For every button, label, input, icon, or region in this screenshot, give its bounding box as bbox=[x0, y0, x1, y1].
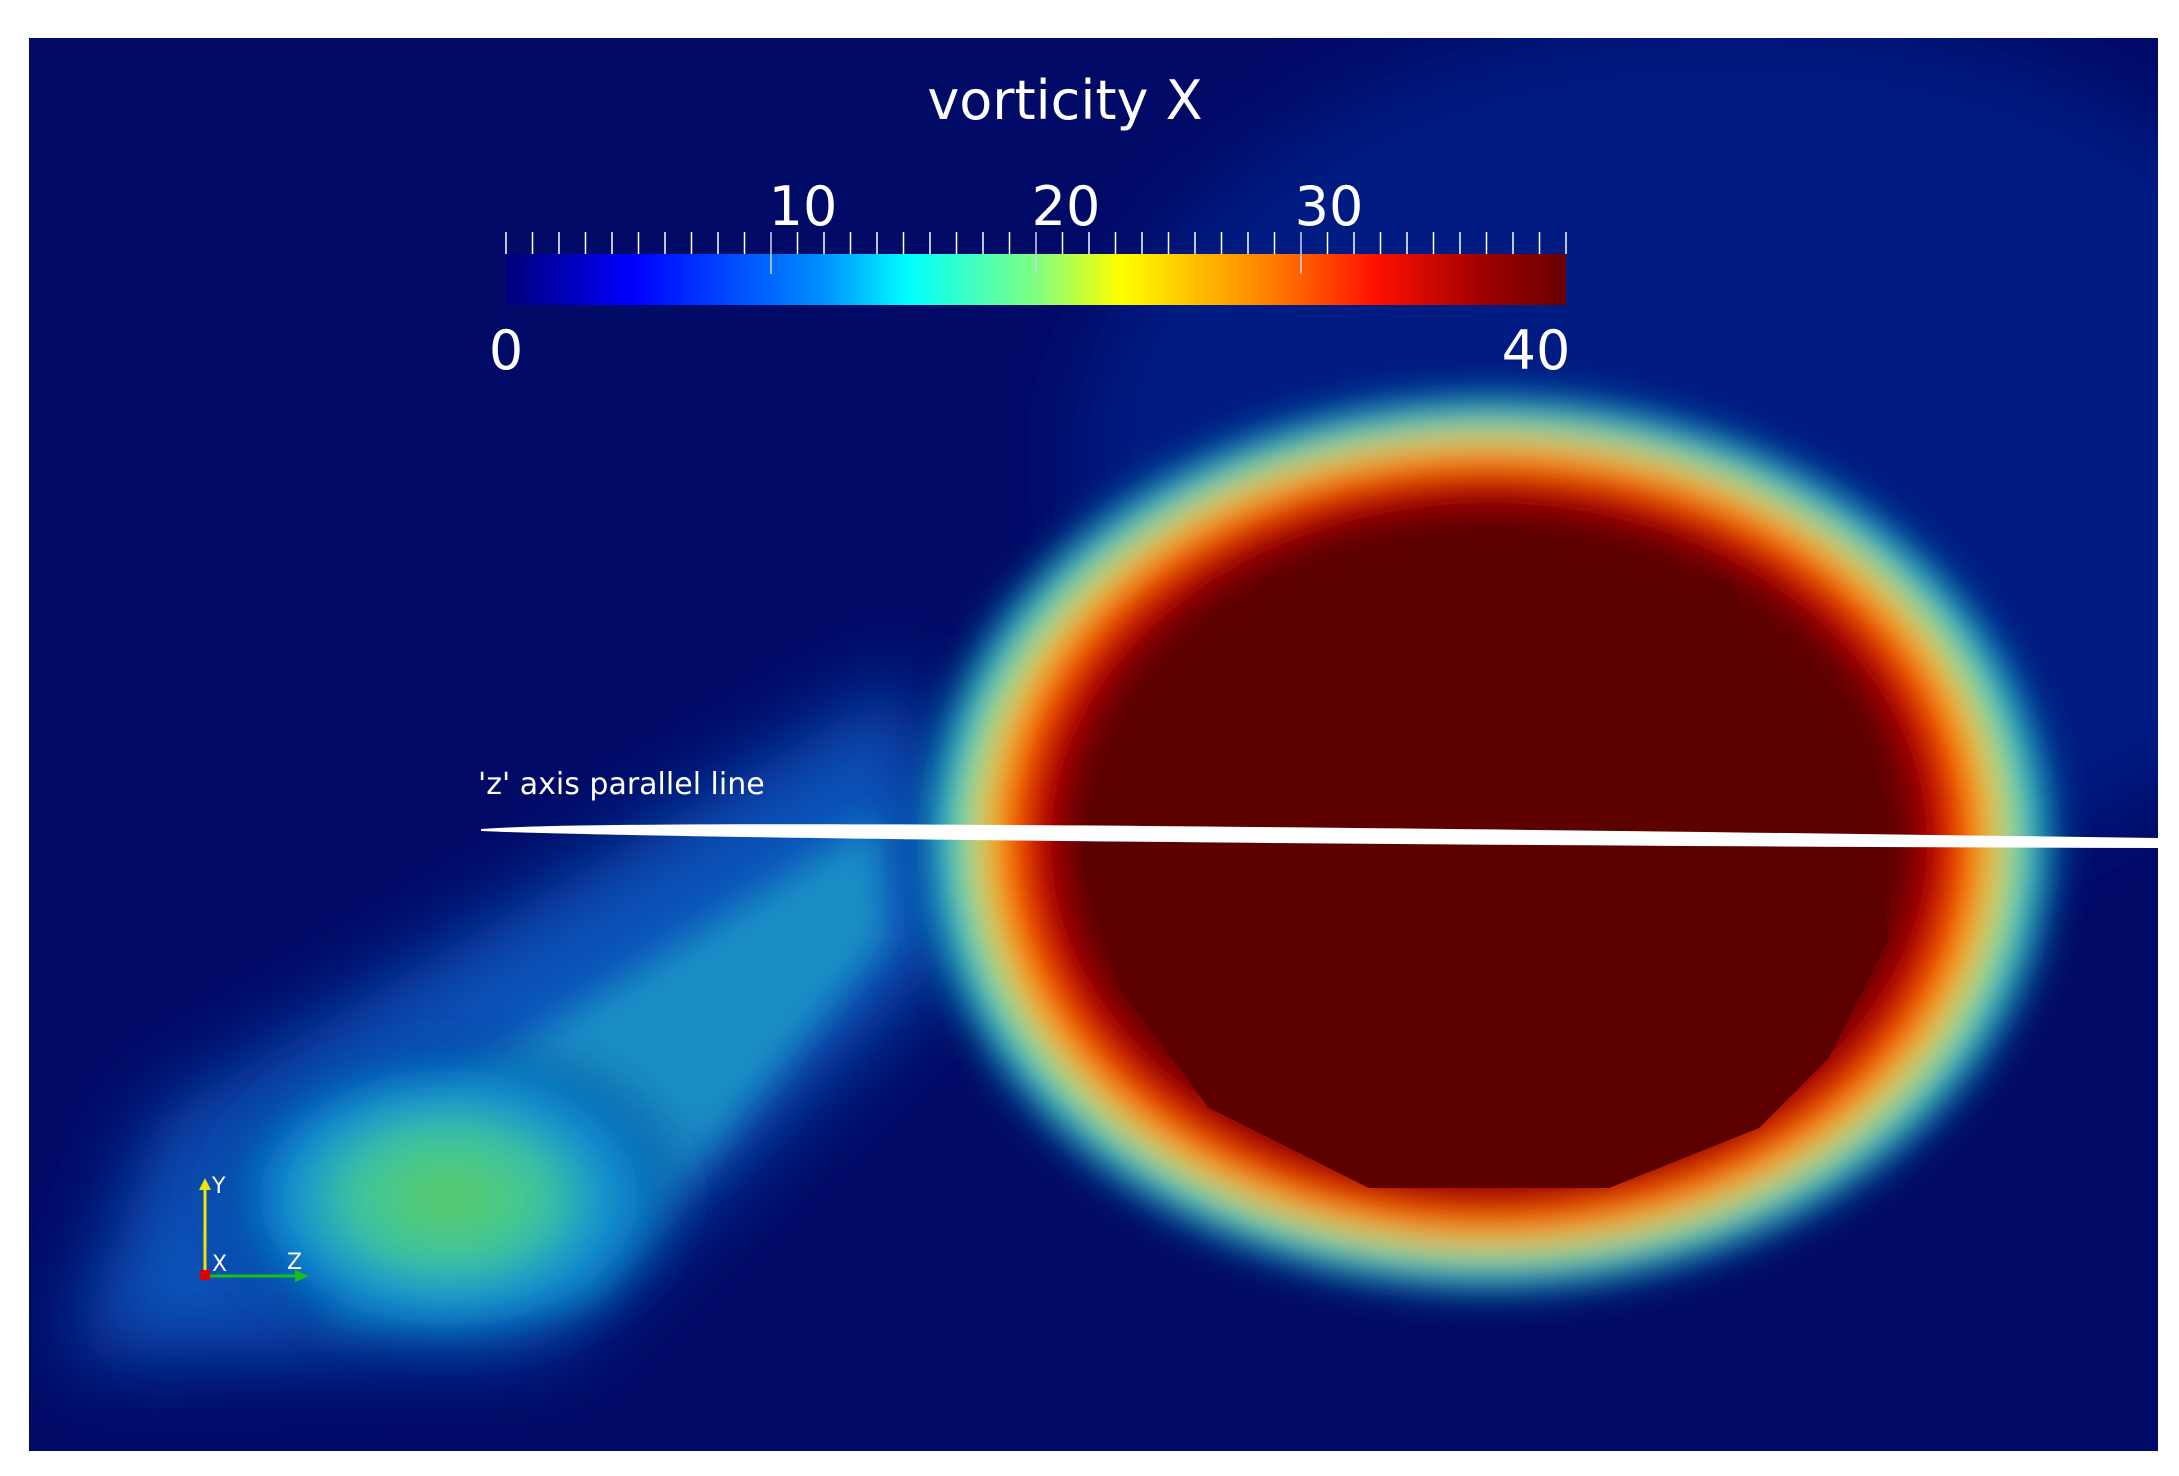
colorbar-max-label: 40 bbox=[1501, 319, 1571, 382]
probe-line bbox=[481, 824, 2158, 848]
colorbar-tick-label: 20 bbox=[1031, 175, 1101, 238]
colorbar-tick-label: 30 bbox=[1294, 175, 1364, 238]
z-axis-label: Z bbox=[287, 1250, 303, 1275]
probe-line-label: 'z' axis parallel line bbox=[478, 767, 765, 802]
render-viewport[interactable]: vorticity X 10 20 30 0 40 'z' axis paral… bbox=[29, 38, 2158, 1451]
x-axis-label: X bbox=[212, 1252, 228, 1277]
z-axis-arrow bbox=[295, 1270, 309, 1282]
vortex-core bbox=[1079, 578, 1889, 1188]
colorbar-tick-label: 10 bbox=[768, 175, 838, 238]
y-axis-arrow bbox=[199, 1178, 211, 1190]
secondary-vortex bbox=[189, 1028, 709, 1368]
colorbar bbox=[505, 232, 1567, 305]
y-axis-label: Y bbox=[212, 1174, 226, 1199]
colorbar-min-label: 0 bbox=[488, 319, 524, 382]
vorticity-field bbox=[69, 38, 2158, 1368]
x-axis-marker bbox=[200, 1270, 210, 1280]
colorbar-title: vorticity X bbox=[927, 69, 1203, 132]
orientation-axes bbox=[199, 1178, 309, 1282]
colorbar-ticks bbox=[505, 232, 1567, 274]
